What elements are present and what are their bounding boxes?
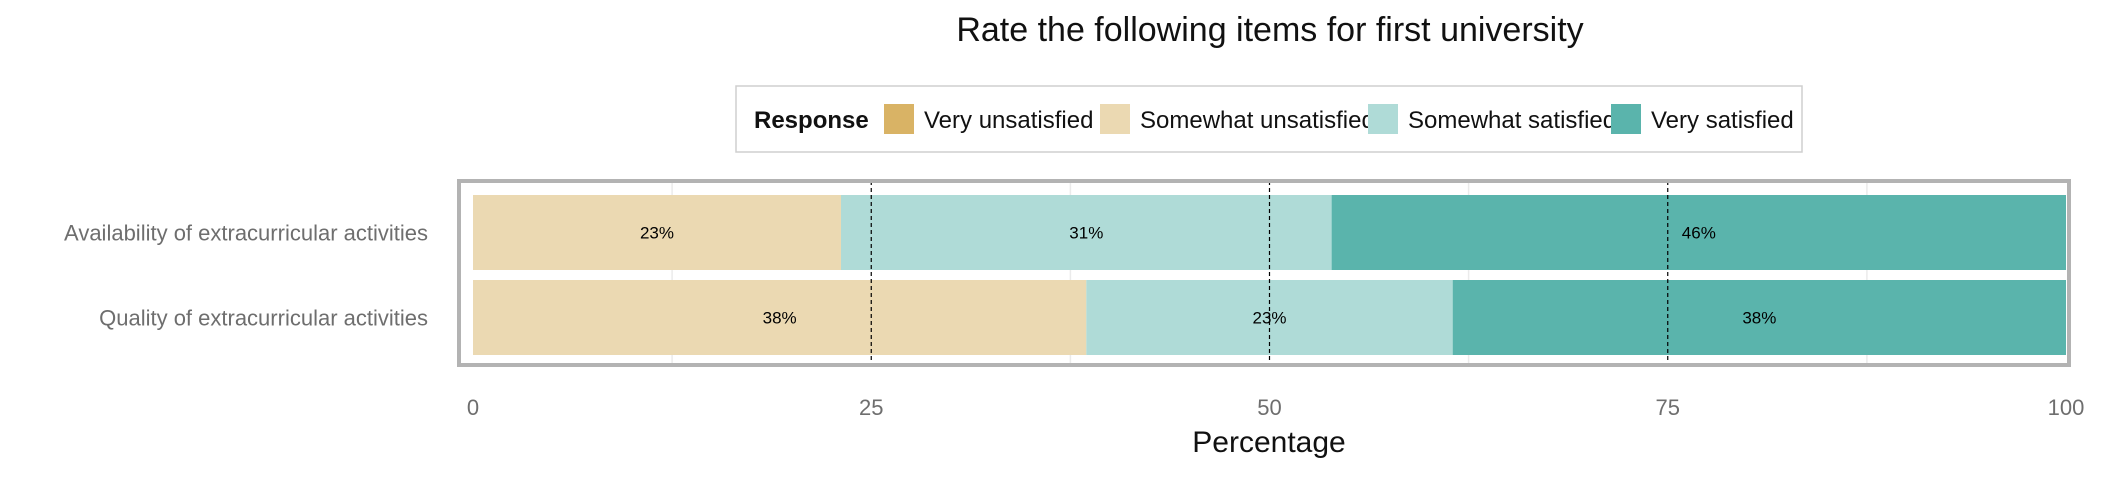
data-label: 46% bbox=[1682, 224, 1716, 243]
legend-swatch-very-unsatisfied bbox=[884, 104, 914, 134]
legend-title: Response bbox=[754, 107, 869, 134]
x-axis-ticks: 0 25 50 75 100 bbox=[467, 395, 2084, 420]
data-label: 23% bbox=[1252, 309, 1286, 328]
bars bbox=[473, 195, 2066, 355]
data-label: 38% bbox=[763, 309, 797, 328]
legend: Response Very unsatisfied Somewhat unsati… bbox=[735, 85, 1803, 153]
bar-very-satisfied bbox=[1452, 280, 2066, 355]
legend-label: Very satisfied bbox=[1651, 107, 1794, 134]
x-tick-label: 50 bbox=[1257, 395, 1281, 420]
legend-swatch-somewhat-satisfied bbox=[1368, 104, 1398, 134]
legend-swatch-somewhat-unsatisfied bbox=[1100, 104, 1130, 134]
plot-area: 23% 31% 46% 38% 23% 38% bbox=[457, 179, 2071, 367]
bar-very-satisfied bbox=[1331, 195, 2066, 270]
x-tick-label: 100 bbox=[2048, 395, 2085, 420]
bar-somewhat-unsatisfied bbox=[473, 280, 1087, 355]
reference-lines bbox=[870, 181, 1669, 365]
bar-somewhat-unsatisfied bbox=[473, 195, 841, 270]
category-label: Quality of extracurricular activities bbox=[99, 306, 428, 331]
legend-label: Somewhat satisfied bbox=[1408, 107, 1616, 134]
x-tick-label: 0 bbox=[467, 395, 479, 420]
data-label: 31% bbox=[1069, 224, 1103, 243]
category-labels: Availability of extracurricular activiti… bbox=[64, 221, 428, 331]
bar-somewhat-satisfied bbox=[840, 195, 1332, 270]
legend-label: Somewhat unsatisfied bbox=[1140, 107, 1375, 134]
legend-swatch-very-satisfied bbox=[1611, 104, 1641, 134]
legend-label: Very unsatisfied bbox=[924, 107, 1093, 134]
x-tick-label: 25 bbox=[859, 395, 883, 420]
data-label: 23% bbox=[640, 224, 674, 243]
chart-title: Rate the following items for first unive… bbox=[956, 11, 1583, 49]
x-tick-label: 75 bbox=[1656, 395, 1680, 420]
category-label: Availability of extracurricular activiti… bbox=[64, 221, 428, 246]
data-label: 38% bbox=[1742, 309, 1776, 328]
plot-border bbox=[457, 179, 2071, 367]
x-axis-title: Percentage bbox=[1192, 426, 1345, 459]
bar-labels: 23% 31% 46% 38% 23% 38% bbox=[640, 224, 1776, 328]
